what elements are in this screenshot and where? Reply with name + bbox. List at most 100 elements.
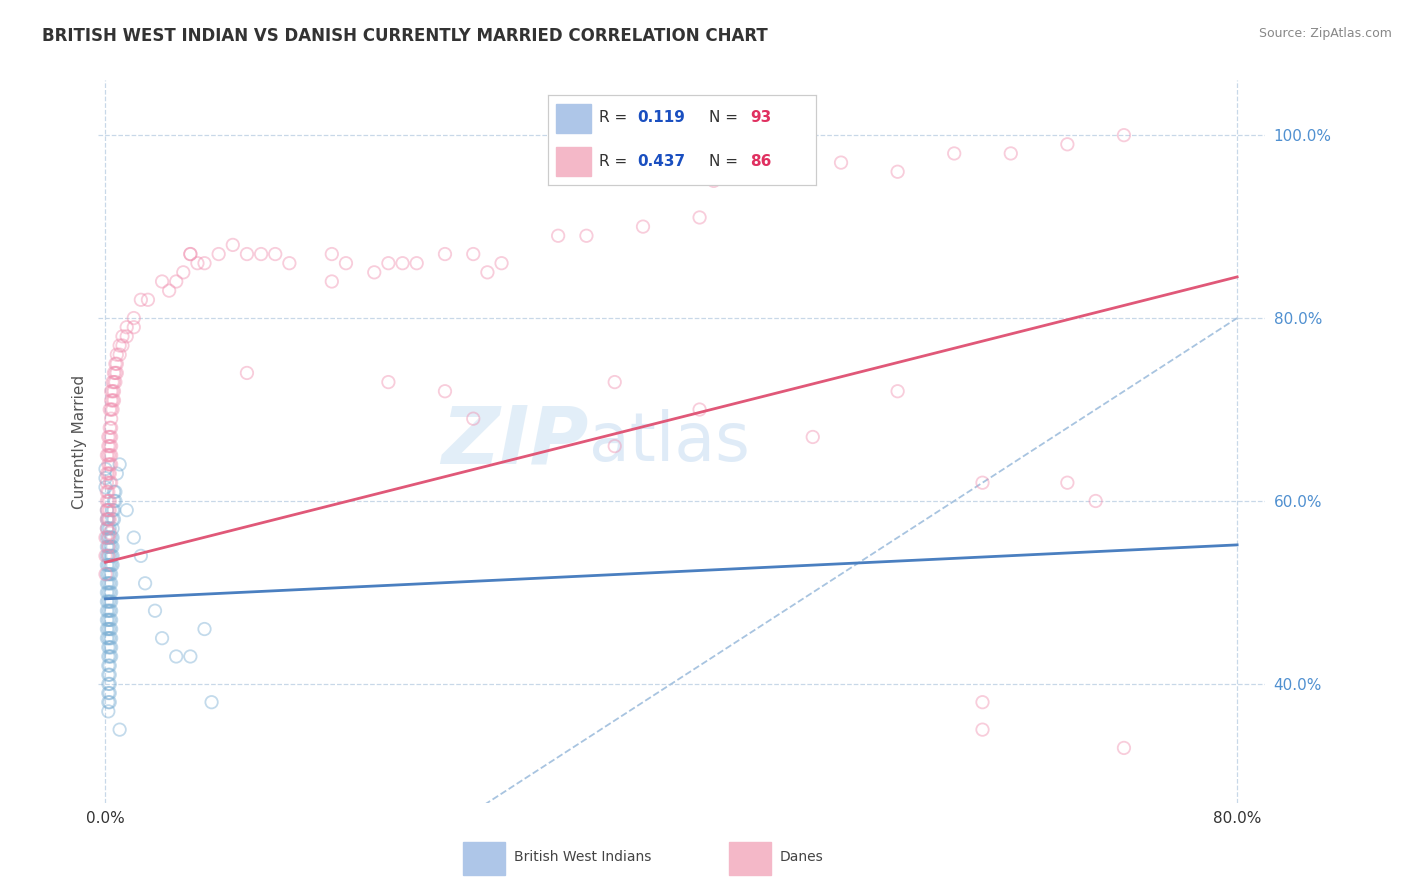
Point: [335, 256, 357, 270]
Point: [98, 613, 121, 627]
Point: [97, 458, 120, 472]
Point: [103, 375, 125, 389]
Point: [100, 393, 122, 408]
Point: [122, 311, 145, 326]
Point: [972, 723, 994, 737]
Point: [97, 540, 120, 554]
Point: [97, 467, 120, 481]
Point: [97, 640, 120, 655]
Point: [98, 467, 121, 481]
Point: [97, 658, 120, 673]
Point: [97, 430, 120, 444]
Point: [96, 503, 118, 517]
Point: [363, 265, 385, 279]
Point: [100, 613, 122, 627]
Point: [97, 604, 120, 618]
Point: [98, 439, 121, 453]
Point: [94, 480, 117, 494]
Point: [98, 503, 121, 517]
Point: [98, 576, 121, 591]
Point: [321, 247, 343, 261]
Point: [250, 247, 273, 261]
Point: [165, 275, 187, 289]
Point: [100, 585, 122, 599]
Point: [98, 526, 121, 541]
Point: [96, 531, 118, 545]
Point: [689, 211, 711, 225]
Point: [100, 531, 122, 545]
Point: [94, 567, 117, 582]
Point: [491, 256, 513, 270]
Point: [101, 521, 124, 535]
Point: [96, 585, 118, 599]
Point: [547, 228, 569, 243]
Point: [94, 471, 117, 485]
Point: [603, 439, 626, 453]
Point: [433, 384, 456, 399]
Point: [703, 174, 725, 188]
Point: [98, 604, 121, 618]
Point: [97, 494, 120, 508]
Point: [100, 448, 122, 462]
Point: [96, 521, 118, 535]
Point: [94, 549, 117, 563]
Point: [830, 155, 852, 169]
Point: [104, 494, 127, 508]
Point: [97, 594, 120, 608]
Point: [179, 247, 201, 261]
Point: [96, 475, 118, 490]
Point: [108, 723, 131, 737]
Point: [97, 622, 120, 636]
Point: [108, 338, 131, 352]
Point: [98, 521, 121, 535]
Point: [179, 649, 201, 664]
Y-axis label: Currently Married: Currently Married: [72, 375, 87, 508]
Point: [463, 411, 485, 425]
Point: [103, 484, 125, 499]
Point: [433, 247, 456, 261]
Point: [222, 238, 245, 252]
Point: [104, 366, 127, 380]
Point: [96, 512, 118, 526]
Point: [1112, 128, 1135, 143]
Point: [97, 576, 120, 591]
Point: [98, 475, 121, 490]
Point: [97, 484, 120, 499]
Point: [98, 494, 121, 508]
Point: [96, 484, 118, 499]
Point: [98, 631, 121, 645]
Point: [103, 494, 125, 508]
Point: [1056, 475, 1078, 490]
Point: [101, 384, 124, 399]
Point: [603, 375, 626, 389]
Point: [377, 256, 399, 270]
Point: [94, 462, 117, 476]
Point: [98, 695, 121, 709]
Point: [96, 558, 118, 572]
Point: [96, 576, 118, 591]
Point: [96, 467, 118, 481]
Point: [100, 402, 122, 417]
Point: [115, 320, 138, 334]
Point: [103, 503, 125, 517]
Point: [98, 448, 121, 462]
Point: [689, 402, 711, 417]
Point: [100, 540, 122, 554]
Point: [236, 247, 259, 261]
Point: [97, 503, 120, 517]
Point: [731, 155, 754, 169]
Point: [98, 531, 121, 545]
Point: [179, 247, 201, 261]
Point: [96, 512, 118, 526]
Point: [136, 293, 159, 307]
Point: [98, 677, 121, 691]
Point: [104, 375, 127, 389]
Point: [105, 467, 128, 481]
Point: [108, 458, 131, 472]
Point: [101, 375, 124, 389]
Point: [97, 686, 120, 700]
Point: [278, 256, 301, 270]
Text: BRITISH WEST INDIAN VS DANISH CURRENTLY MARRIED CORRELATION CHART: BRITISH WEST INDIAN VS DANISH CURRENTLY …: [42, 27, 768, 45]
Point: [101, 512, 124, 526]
Point: [122, 531, 145, 545]
